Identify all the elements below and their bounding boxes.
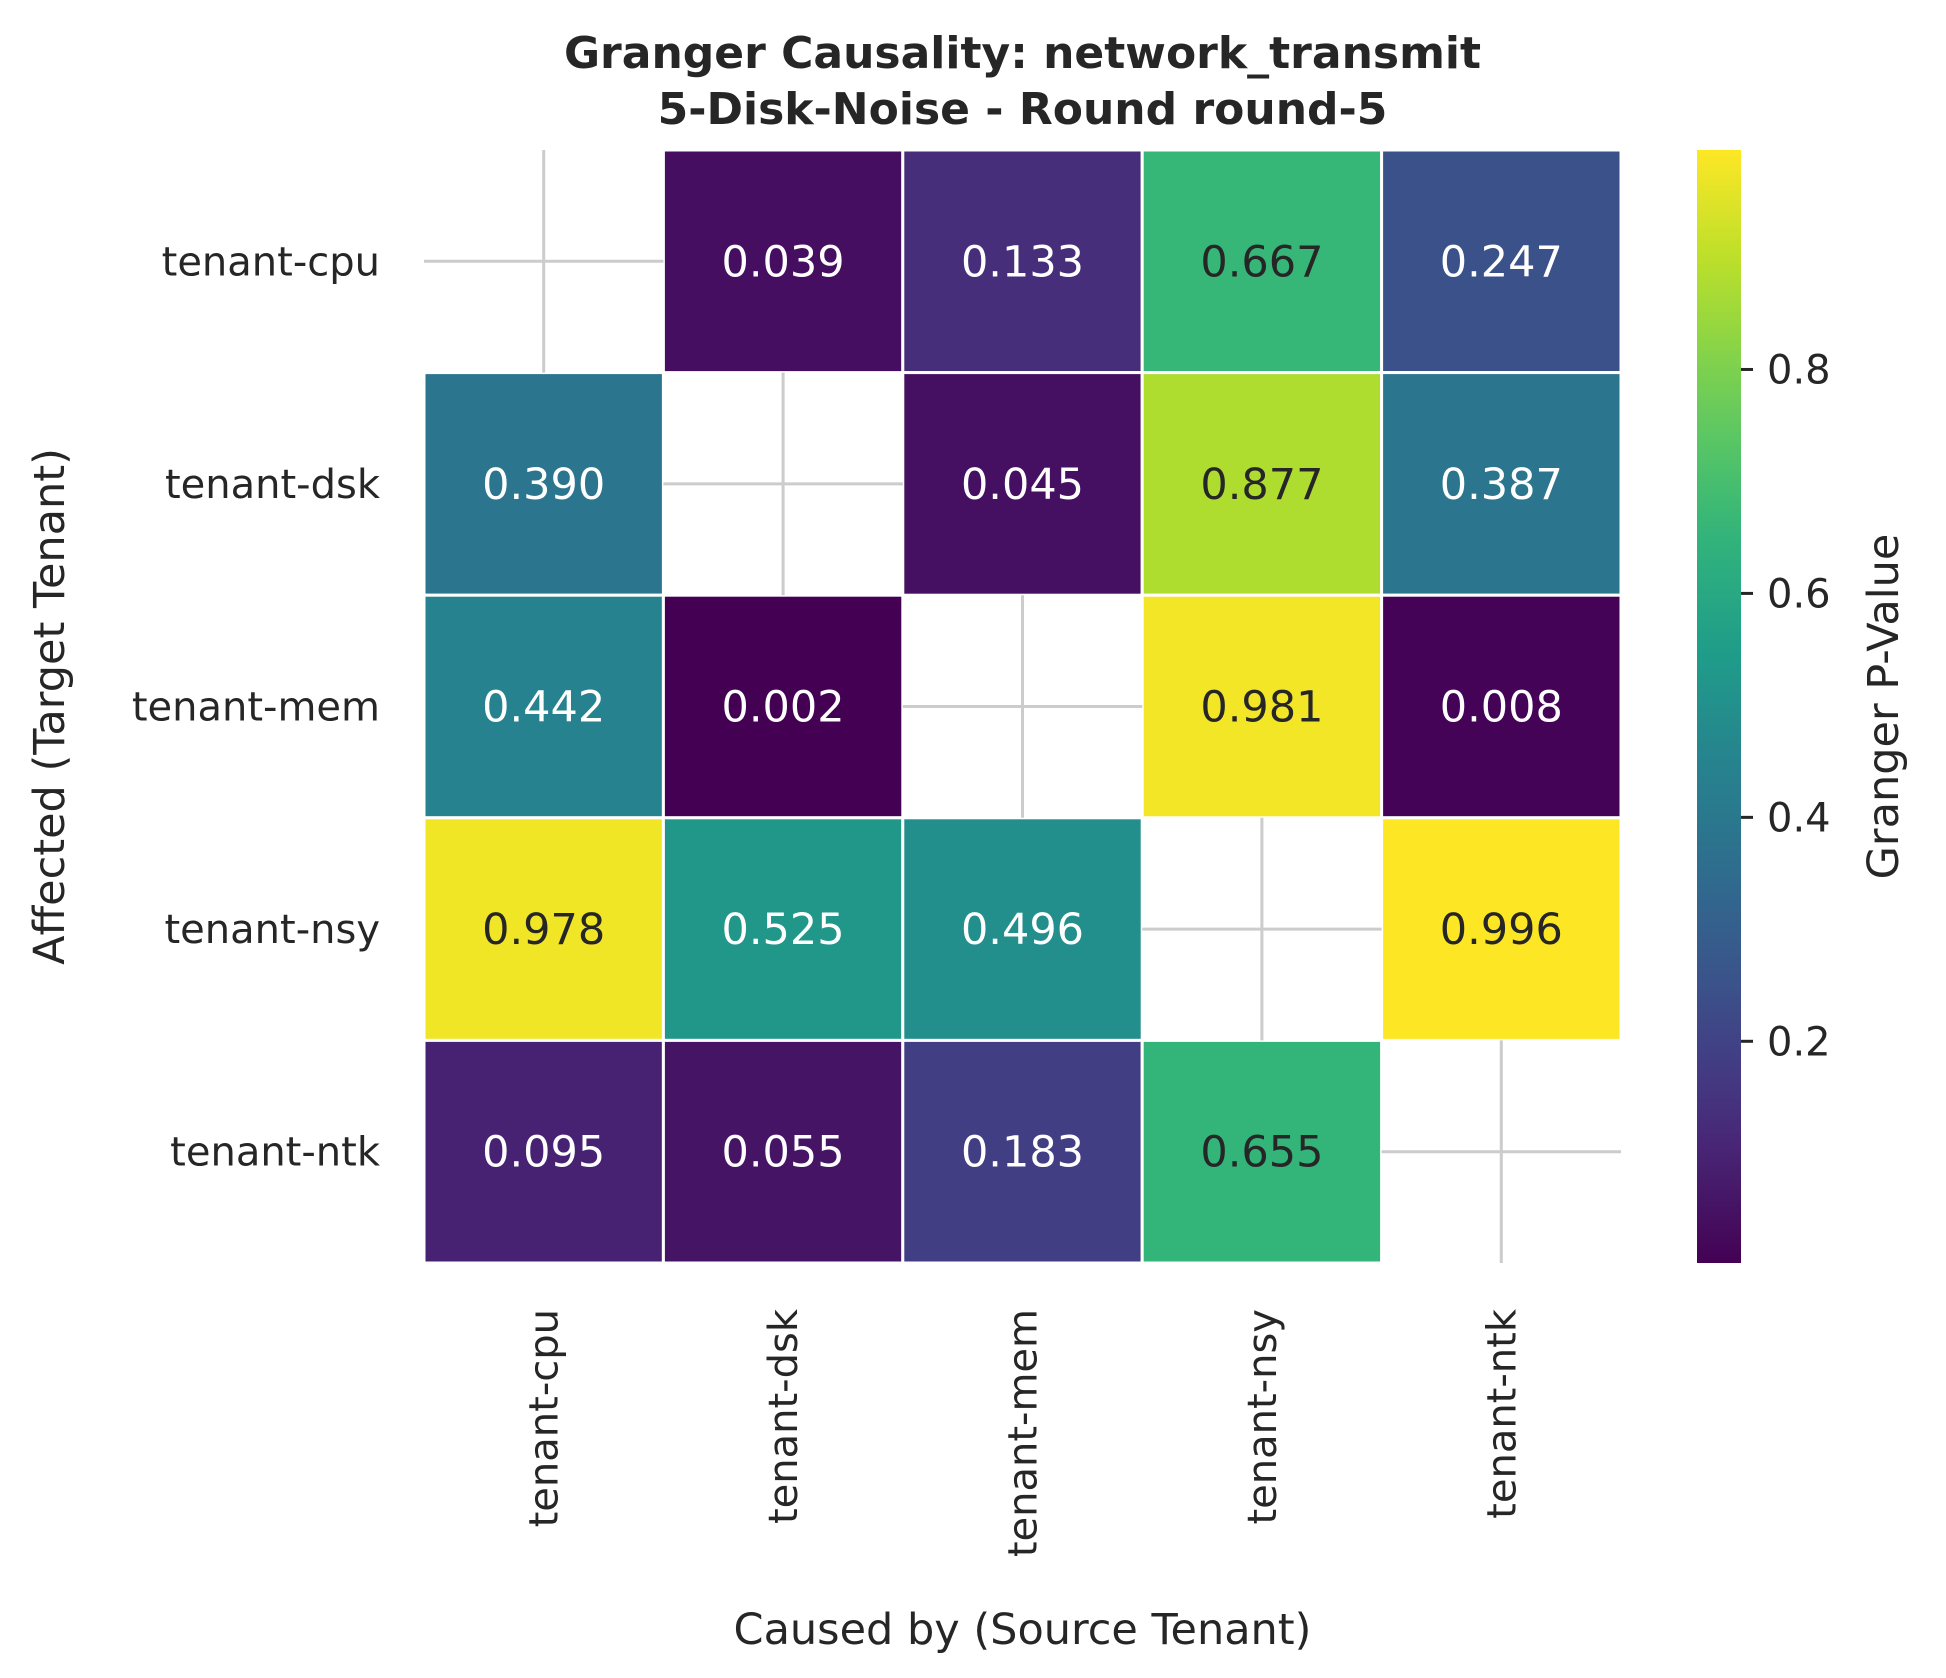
cell-value-label: 0.981 [1200, 683, 1323, 733]
cell-value-label: 0.055 [722, 1128, 845, 1178]
heatmap-cell [422, 593, 665, 820]
heatmap-cell [1380, 816, 1623, 1042]
cell-value-label: 0.045 [961, 460, 1084, 510]
heatmap-cells: 0.039 0.133 0.667 0.247 0.390 0.045 0.877 0.387… [422, 148, 1623, 1265]
cell-value-label: 0.247 [1440, 237, 1563, 287]
x-axis-label: Caused by (Source Tenant) [734, 1605, 1312, 1655]
cell-value-label: 0.667 [1200, 237, 1323, 287]
cell-value-label: 0.387 [1440, 460, 1563, 510]
heatmap-cell [1380, 593, 1623, 820]
heatmap-cell [422, 1038, 665, 1265]
colorbar-ticks: 0.2 0.4 0.6 0.8 [1741, 347, 1831, 1065]
cell-value-label: 0.002 [722, 683, 845, 733]
heatmap-cell [901, 816, 1144, 1042]
y-tick-label: tenant-dsk [165, 462, 381, 508]
empty-diagonal-markers [424, 150, 1621, 1263]
x-tick-label: tenant-nsy [1240, 1309, 1286, 1525]
heatmap-cell [901, 1038, 1144, 1265]
heatmap-cell [661, 148, 905, 375]
cell-value-label: 0.442 [482, 683, 605, 733]
x-tick-labels: tenant-cpu tenant-dsk tenant-mem tenant-nsy… [522, 1308, 1526, 1557]
y-tick-label: tenant-cpu [162, 239, 380, 285]
colorbar [1697, 150, 1741, 1263]
chart-subtitle: 5-Disk-Noise - Round round-5 [658, 84, 1388, 135]
x-tick-label: tenant-cpu [522, 1309, 568, 1527]
cell-value-label: 0.039 [722, 237, 845, 287]
cell-value-label: 0.996 [1440, 905, 1563, 955]
heatmap-cell [1140, 1038, 1384, 1265]
heatmap-cell [901, 148, 1144, 375]
y-tick-label: tenant-nsy [165, 907, 381, 953]
cell-value-label: 0.877 [1200, 460, 1323, 510]
cell-value-label: 0.655 [1200, 1128, 1323, 1178]
cell-value-label: 0.183 [961, 1128, 1084, 1178]
heatmap-cell [661, 1038, 905, 1265]
heatmap-cell [422, 816, 665, 1042]
cell-value-label: 0.496 [961, 905, 1084, 955]
cell-value-label: 0.978 [482, 905, 605, 955]
heatmap-cell [1140, 371, 1384, 597]
chart-title: Granger Causality: network_transmit [564, 28, 1481, 79]
colorbar-tick-label: 0.8 [1767, 347, 1831, 393]
y-tick-label: tenant-ntk [170, 1130, 381, 1176]
cell-value-label: 0.390 [482, 460, 605, 510]
x-tick-label: tenant-ntk [1479, 1308, 1525, 1519]
cell-value-label: 0.525 [722, 905, 845, 955]
x-tick-label: tenant-mem [1001, 1309, 1047, 1557]
colorbar-tick-label: 0.2 [1767, 1019, 1831, 1065]
colorbar-label: Granger P-Value [1859, 534, 1909, 880]
colorbar-tick-label: 0.6 [1767, 571, 1831, 617]
x-tick-label: tenant-dsk [761, 1308, 807, 1524]
colorbar-tick-label: 0.4 [1767, 795, 1831, 841]
heatmap-cell [1380, 371, 1623, 597]
y-axis-label: Affected (Target Tenant) [25, 448, 75, 965]
y-tick-label: tenant-mem [132, 685, 380, 731]
cell-value-label: 0.008 [1440, 683, 1563, 733]
cell-value-label: 0.095 [482, 1128, 605, 1178]
y-tick-labels: tenant-cpu tenant-dsk tenant-mem tenant-nsy… [132, 239, 381, 1175]
heatmap-cell [661, 816, 905, 1042]
cell-value-label: 0.133 [961, 237, 1084, 287]
